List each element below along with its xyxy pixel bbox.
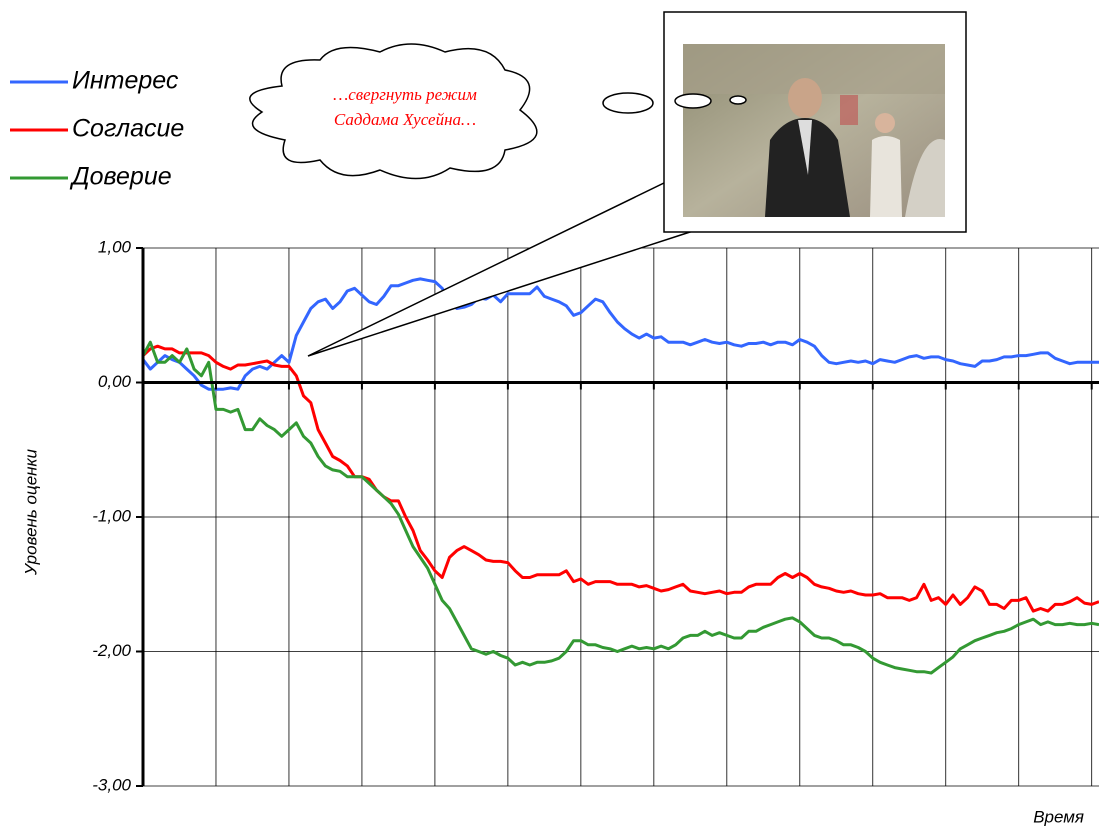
thought-bubble <box>602 92 654 114</box>
y-axis-label: Уровень оценки <box>21 448 40 576</box>
grid <box>143 247 1099 787</box>
series-line <box>141 340 1099 675</box>
thought-bubble <box>729 95 747 105</box>
thought-bubble <box>674 93 712 109</box>
series-line <box>141 344 1099 613</box>
photo-person2 <box>875 113 895 133</box>
annotation: Саддама Хусейна… <box>334 110 476 129</box>
legend-label: Интерес <box>72 67 179 95</box>
photo-sign <box>840 95 858 125</box>
photo-shirt <box>798 120 812 175</box>
axes: -3,00 -2,00 -1,00 0,00 1,00 <box>92 237 1099 794</box>
legend-label: Доверие <box>69 163 172 191</box>
callout-pointer <box>307 182 692 357</box>
thought-cloud <box>249 43 538 180</box>
y-tick-label: -2,00 <box>92 641 131 660</box>
legend: Интерес Согласие Доверие <box>10 67 184 191</box>
annotation: …свергнуть режим <box>333 85 477 104</box>
photo-head <box>788 78 822 118</box>
photo-person2-body <box>870 136 902 217</box>
legend-label: Согласие <box>72 115 184 143</box>
x-axis-label: Время <box>1033 807 1084 826</box>
series-line <box>141 277 1099 391</box>
y-tick-label: -3,00 <box>92 775 131 794</box>
y-tick-label: 1,00 <box>98 237 132 256</box>
photo-person3 <box>905 138 945 217</box>
y-tick-label: 0,00 <box>98 372 132 391</box>
y-tick-label: -1,00 <box>92 506 131 525</box>
lines <box>141 277 1099 675</box>
